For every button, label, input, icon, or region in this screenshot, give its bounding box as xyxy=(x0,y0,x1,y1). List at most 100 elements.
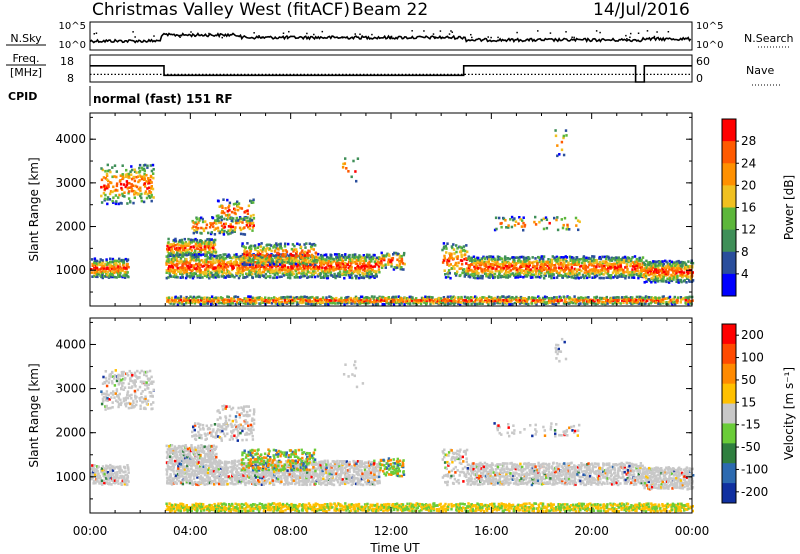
data-cell xyxy=(281,254,284,257)
data-cell xyxy=(407,300,411,303)
data-cell xyxy=(273,276,276,279)
data-cell xyxy=(247,295,250,298)
data-cell xyxy=(113,377,116,380)
data-cell xyxy=(348,276,351,279)
data-cell xyxy=(404,296,407,300)
data-cell xyxy=(549,270,552,274)
data-cell xyxy=(468,300,471,303)
data-cell xyxy=(208,276,211,280)
data-cell xyxy=(207,244,211,247)
data-cell xyxy=(217,259,221,263)
data-cell xyxy=(306,276,309,279)
data-cell xyxy=(353,296,356,300)
data-cell xyxy=(566,275,569,279)
nsky-point xyxy=(306,32,308,35)
data-cell xyxy=(127,265,130,269)
data-cell xyxy=(629,262,633,265)
data-cell xyxy=(358,297,361,300)
data-cell xyxy=(671,267,674,270)
data-cell xyxy=(540,274,543,278)
data-cell xyxy=(454,296,457,299)
data-cell xyxy=(129,379,132,383)
data-cell xyxy=(117,273,120,276)
data-cell xyxy=(291,298,294,302)
data-cell xyxy=(581,273,585,277)
data-cell xyxy=(622,301,625,305)
data-cell xyxy=(249,295,252,298)
data-cell xyxy=(618,269,621,272)
data-cell xyxy=(269,256,273,259)
data-cell xyxy=(330,254,333,257)
data-cell xyxy=(380,259,383,263)
data-cell xyxy=(297,254,300,258)
data-cell xyxy=(306,253,309,256)
data-cell xyxy=(672,271,675,274)
data-cell xyxy=(241,271,244,274)
data-cell xyxy=(614,258,617,262)
data-cell xyxy=(303,262,307,265)
data-cell xyxy=(223,229,226,233)
data-cell xyxy=(277,243,281,246)
data-cell xyxy=(204,263,207,266)
data-cell xyxy=(237,298,240,301)
data-cell xyxy=(531,270,534,273)
data-cell xyxy=(684,296,687,299)
data-cell xyxy=(274,300,278,304)
data-cell xyxy=(170,260,173,263)
data-cell xyxy=(199,242,202,246)
data-cell xyxy=(676,301,679,304)
data-cell xyxy=(244,246,247,249)
data-cell xyxy=(492,300,495,303)
data-cell xyxy=(119,465,122,468)
data-cell xyxy=(576,258,579,261)
nsky-panel-frame xyxy=(89,21,693,51)
data-cell xyxy=(543,263,547,266)
data-cell xyxy=(621,299,624,302)
nsky-point xyxy=(321,30,324,33)
data-cell xyxy=(94,473,97,476)
data-cell xyxy=(660,260,663,263)
data-cell xyxy=(258,296,261,299)
data-cell xyxy=(400,259,404,263)
data-cell xyxy=(243,250,246,253)
data-cell xyxy=(631,261,635,264)
data-cell xyxy=(176,276,179,279)
data-cell xyxy=(557,266,561,269)
data-cell xyxy=(166,300,169,303)
data-cell xyxy=(252,213,255,217)
data-cell xyxy=(117,202,120,206)
data-cell xyxy=(201,302,205,305)
data-cell xyxy=(522,269,526,273)
data-cell xyxy=(182,262,185,266)
data-cell xyxy=(125,168,128,172)
data-cell xyxy=(385,296,389,300)
data-cell xyxy=(104,376,108,380)
data-cell xyxy=(444,276,448,279)
data-cell xyxy=(617,271,620,274)
data-cell xyxy=(635,295,639,299)
data-cell xyxy=(338,275,342,278)
data-cell xyxy=(198,262,201,265)
data-cell xyxy=(149,394,152,398)
data-cell xyxy=(673,295,676,299)
data-cell xyxy=(294,262,298,266)
data-cell xyxy=(119,467,122,470)
data-cell xyxy=(603,255,607,259)
data-cell xyxy=(96,272,99,275)
data-cell xyxy=(342,256,345,259)
data-cell xyxy=(213,248,217,252)
data-cell xyxy=(563,269,566,273)
data-cell xyxy=(124,402,127,406)
data-cell xyxy=(181,251,185,255)
data-cell xyxy=(475,298,479,302)
data-cell xyxy=(633,273,636,276)
data-cell xyxy=(361,259,364,263)
data-cell xyxy=(667,272,670,276)
data-cell xyxy=(605,260,608,263)
data-cell xyxy=(251,229,254,232)
data-cell xyxy=(395,263,399,267)
data-cell xyxy=(276,247,280,251)
data-cell xyxy=(132,201,135,205)
data-cell xyxy=(145,384,148,387)
data-cell xyxy=(585,299,589,303)
